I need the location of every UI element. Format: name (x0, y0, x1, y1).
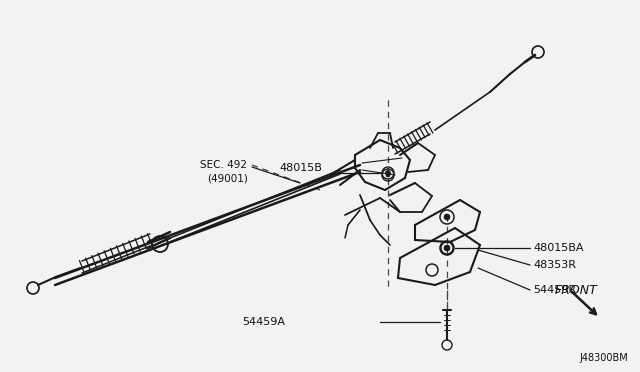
Circle shape (386, 173, 390, 177)
Circle shape (445, 246, 449, 250)
Circle shape (444, 245, 450, 251)
Text: SEC. 492: SEC. 492 (200, 160, 247, 170)
Circle shape (444, 214, 450, 220)
Text: 48015BA: 48015BA (533, 243, 584, 253)
Circle shape (385, 170, 390, 176)
Text: 54459R: 54459R (533, 285, 576, 295)
Text: (49001): (49001) (207, 173, 248, 183)
Circle shape (445, 246, 449, 250)
Text: 54459A: 54459A (242, 317, 285, 327)
Text: FRONT: FRONT (555, 283, 598, 296)
Text: J48300BM: J48300BM (579, 353, 628, 363)
Text: 48353R: 48353R (533, 260, 576, 270)
Text: 48015B: 48015B (279, 163, 322, 173)
